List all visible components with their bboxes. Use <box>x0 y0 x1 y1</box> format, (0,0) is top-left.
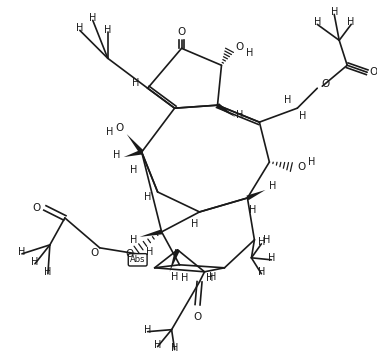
Polygon shape <box>127 134 144 154</box>
Text: H: H <box>89 13 97 23</box>
Text: H: H <box>144 192 151 202</box>
Text: H: H <box>299 111 306 121</box>
Text: O: O <box>178 27 186 37</box>
Text: H: H <box>268 253 275 263</box>
Text: H: H <box>104 25 112 35</box>
Polygon shape <box>216 103 236 117</box>
Text: O: O <box>235 42 244 52</box>
Text: O: O <box>297 162 305 172</box>
Polygon shape <box>170 249 180 272</box>
Text: H: H <box>44 267 52 277</box>
Text: Abs: Abs <box>130 255 146 264</box>
Text: H: H <box>31 257 38 267</box>
Text: H: H <box>246 48 253 58</box>
Text: O: O <box>33 203 41 213</box>
Text: H: H <box>236 110 243 120</box>
Polygon shape <box>139 229 162 237</box>
Text: H: H <box>154 340 161 350</box>
Text: H: H <box>144 325 151 335</box>
Text: H: H <box>181 273 188 283</box>
Text: H: H <box>146 247 153 257</box>
Text: H: H <box>331 7 338 17</box>
Text: H: H <box>191 219 198 229</box>
Text: O: O <box>126 249 134 259</box>
Text: O: O <box>321 79 329 89</box>
Text: H: H <box>206 273 213 283</box>
Text: H: H <box>171 343 178 353</box>
Text: H: H <box>130 235 137 245</box>
Polygon shape <box>124 150 143 157</box>
Text: H: H <box>130 165 137 175</box>
Text: H: H <box>18 247 26 257</box>
Text: H: H <box>258 267 265 277</box>
Text: O: O <box>90 248 99 258</box>
Text: H: H <box>348 17 355 27</box>
Text: H: H <box>263 235 270 245</box>
Text: H: H <box>106 127 113 137</box>
Text: H: H <box>209 272 216 282</box>
Text: O: O <box>116 123 124 133</box>
Text: H: H <box>308 157 315 167</box>
Text: H: H <box>76 23 83 33</box>
Text: H: H <box>171 272 178 282</box>
Text: H: H <box>284 95 291 105</box>
Text: H: H <box>249 205 256 215</box>
Text: H: H <box>258 237 265 247</box>
Text: H: H <box>132 78 139 88</box>
Polygon shape <box>247 190 265 200</box>
Text: H: H <box>269 181 276 191</box>
Text: H: H <box>314 17 321 27</box>
Text: O: O <box>193 312 202 322</box>
Text: O: O <box>369 67 377 77</box>
Text: H: H <box>113 150 120 160</box>
